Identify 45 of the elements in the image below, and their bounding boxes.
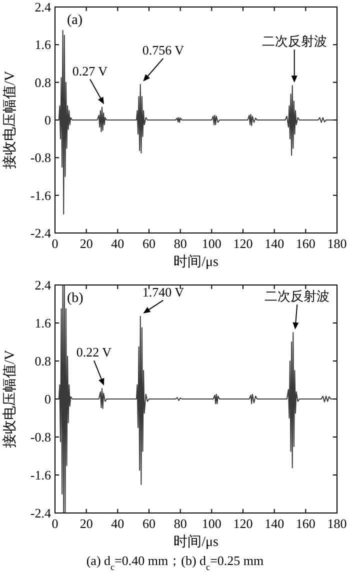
y-axis-title: 接收电压幅值/V (2, 71, 18, 169)
y-tick-label: -0.8 (30, 430, 51, 444)
x-axis-title: 时间/μs (174, 254, 218, 270)
y-tick-label: -1.6 (30, 468, 52, 482)
y-tick-label: -2.4 (30, 226, 52, 240)
annotation: 二次反射波 (264, 288, 330, 304)
y-tick-label: -2.4 (30, 506, 52, 520)
y-tick-label: 1.6 (34, 316, 52, 330)
annotation: 0.756 V (142, 42, 185, 58)
y-axis-title: 接收电压幅值/V (2, 350, 18, 448)
annotation: 0.27 V (72, 63, 108, 78)
y-tick-label: 0.8 (34, 74, 51, 90)
x-tick-label: 160 (296, 516, 316, 531)
annotation: 0.22 V (76, 344, 112, 360)
x-tick-label: 20 (80, 236, 93, 251)
x-tick-label: 140 (264, 516, 284, 531)
x-tick-label: 100 (202, 516, 222, 531)
x-tick-label: 160 (296, 236, 316, 251)
x-tick-label: 60 (142, 236, 156, 251)
y-tick-label: 1.6 (34, 37, 52, 52)
y-tick-label: 0.8 (34, 354, 51, 368)
x-tick-label: 60 (142, 516, 156, 531)
y-tick-label: 0 (44, 392, 51, 406)
chart-title: (b) (67, 291, 84, 306)
annotation: 1.740 V (142, 284, 185, 300)
chart-title: (a) (67, 13, 83, 28)
y-tick-label: -1.6 (30, 188, 52, 203)
x-tick-label: 120 (233, 516, 253, 531)
x-tick-label: 120 (233, 236, 253, 251)
x-tick-label: 40 (111, 236, 124, 251)
x-tick-label: 100 (202, 236, 222, 251)
text: (a) d$_{c}$=0.40 mm；(b) d$_{c}$=0.25 mm (86, 553, 264, 572)
y-tick-label: -0.8 (30, 150, 51, 166)
x-tick-label: 40 (111, 516, 124, 531)
y-tick-label: 2.4 (34, 278, 52, 292)
x-tick-label: 80 (174, 236, 187, 251)
x-tick-label: 180 (327, 516, 347, 531)
y-tick-label: 0 (44, 112, 51, 128)
x-tick-label: 180 (327, 236, 347, 251)
y-tick-label: 2.4 (34, 0, 52, 14)
annotation: 二次反射波 (262, 34, 327, 49)
x-tick-label: 20 (80, 516, 93, 531)
x-axis-title: 时间/μs (174, 534, 218, 550)
x-tick-label: 80 (174, 516, 187, 531)
x-tick-label: 140 (264, 236, 284, 251)
